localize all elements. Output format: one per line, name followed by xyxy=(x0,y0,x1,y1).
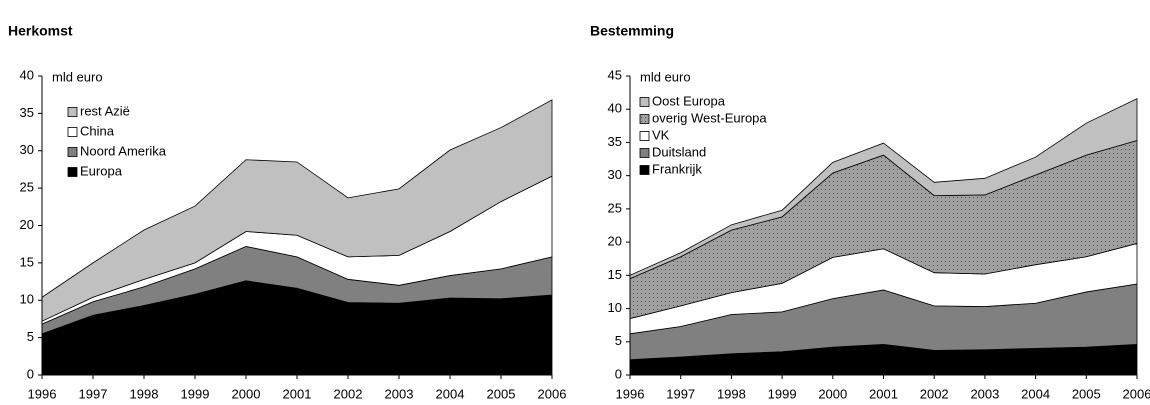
y-tick-label: 20 xyxy=(20,217,34,232)
y-tick-label: 35 xyxy=(20,105,34,120)
x-tick-label: 2000 xyxy=(232,386,261,401)
y-tick-label: 40 xyxy=(608,101,622,116)
x-tick-label: 2003 xyxy=(385,386,414,401)
legend-swatch xyxy=(639,97,650,107)
x-tick-label: 2006 xyxy=(1123,386,1150,401)
y-tick-label: 10 xyxy=(20,292,34,307)
x-tick-label: 1999 xyxy=(181,386,210,401)
x-tick-label: 2004 xyxy=(1021,386,1050,401)
legend-swatch xyxy=(67,167,78,177)
legend-label: Frankrijk xyxy=(652,161,702,176)
legend-swatch xyxy=(67,107,78,117)
area xyxy=(41,99,553,322)
legend-label: China xyxy=(80,123,115,138)
legend-swatch xyxy=(639,165,650,175)
chart-title: Bestemming xyxy=(590,23,674,39)
legend-label: VK xyxy=(652,127,670,142)
y-tick-label: 30 xyxy=(608,167,622,182)
y-tick-label: 0 xyxy=(615,366,622,381)
legend-label: overig West-Europa xyxy=(652,110,767,125)
legend-swatch xyxy=(639,131,650,141)
legend-swatch xyxy=(67,127,78,137)
x-tick-label: 1996 xyxy=(28,386,57,401)
y-tick-label: 5 xyxy=(27,329,34,344)
legend-label: Europa xyxy=(80,163,123,178)
x-tick-label: 1998 xyxy=(717,386,746,401)
x-tick-label: 1996 xyxy=(616,386,645,401)
y-axis-label: mld euro xyxy=(52,69,103,84)
y-tick-label: 30 xyxy=(20,142,34,157)
y-axis-label: mld euro xyxy=(640,69,691,84)
legend-label: Noord Amerika xyxy=(80,143,167,158)
x-tick-label: 2003 xyxy=(970,386,999,401)
legend-swatch xyxy=(67,147,78,157)
x-tick-label: 2004 xyxy=(436,386,465,401)
y-tick-label: 45 xyxy=(608,67,622,82)
legend-swatch xyxy=(639,148,650,158)
x-tick-label: 2005 xyxy=(487,386,516,401)
x-tick-label: 2002 xyxy=(920,386,949,401)
y-tick-label: 10 xyxy=(608,300,622,315)
x-tick-label: 1999 xyxy=(768,386,797,401)
y-tick-label: 15 xyxy=(608,267,622,282)
y-tick-label: 0 xyxy=(27,366,34,381)
x-tick-label: 2001 xyxy=(283,386,312,401)
x-tick-label: 1997 xyxy=(666,386,695,401)
legend-swatch xyxy=(639,114,650,124)
y-tick-label: 15 xyxy=(20,254,34,269)
y-tick-label: 25 xyxy=(20,180,34,195)
y-tick-label: 35 xyxy=(608,134,622,149)
x-tick-label: 2000 xyxy=(818,386,847,401)
y-tick-label: 40 xyxy=(20,67,34,82)
y-tick-label: 20 xyxy=(608,234,622,249)
area xyxy=(629,97,1138,280)
x-tick-label: 1997 xyxy=(79,386,108,401)
y-tick-label: 5 xyxy=(615,333,622,348)
legend-label: rest Azië xyxy=(80,103,130,118)
x-tick-label: 2002 xyxy=(334,386,363,401)
x-tick-label: 2001 xyxy=(869,386,898,401)
x-tick-label: 1998 xyxy=(130,386,159,401)
chart-title: Herkomst xyxy=(8,23,73,39)
y-tick-label: 25 xyxy=(608,200,622,215)
legend-label: Oost Europa xyxy=(652,93,726,108)
x-tick-label: 2005 xyxy=(1072,386,1101,401)
x-tick-label: 2006 xyxy=(538,386,567,401)
legend-label: Duitsland xyxy=(652,144,706,159)
